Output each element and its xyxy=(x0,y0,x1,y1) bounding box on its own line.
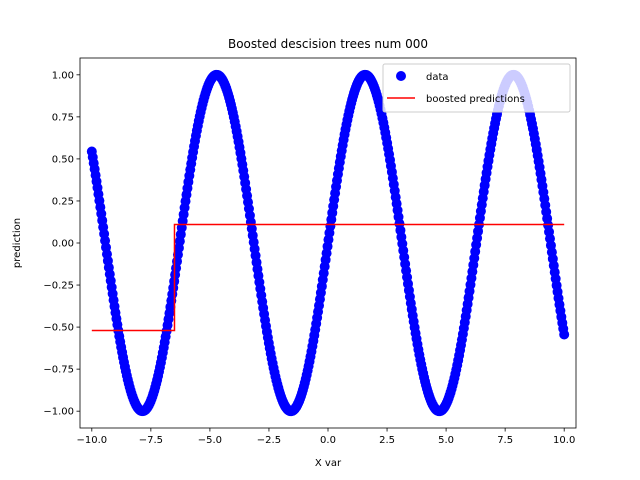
y-tick-label: 0.75 xyxy=(52,112,74,123)
y-tick-label: 0.25 xyxy=(52,196,74,207)
y-tick-label: −0.50 xyxy=(43,323,74,334)
y-axis-ticks: −1.00 −0.75 −0.50 −0.25 0.00 0.25 0.50 0.75 1.00 xyxy=(43,70,80,418)
x-tick-label: 2.5 xyxy=(379,435,395,446)
y-tick-label: 0.50 xyxy=(52,154,74,165)
x-axis-label: X var xyxy=(315,458,342,469)
x-tick-label: 7.5 xyxy=(497,435,513,446)
chart-title: Boosted descision trees num 000 xyxy=(228,37,428,51)
legend-marker-data xyxy=(396,71,406,81)
axes-frame xyxy=(79,57,577,429)
x-tick-label: −7.5 xyxy=(139,435,163,446)
x-tick-label: −10.0 xyxy=(76,435,107,446)
x-tick-label: 0.0 xyxy=(320,435,336,446)
plot-area xyxy=(86,69,570,417)
x-tick-label: −2.5 xyxy=(257,435,281,446)
boosted-predictions-line xyxy=(91,223,565,332)
y-tick-label: −0.25 xyxy=(43,281,74,292)
legend-label-boosted-predictions: boosted predictions xyxy=(426,94,525,105)
legend: data boosted predictions xyxy=(382,63,571,113)
y-tick-label: −0.75 xyxy=(43,365,74,376)
x-axis-ticks: −10.0 −7.5 −5.0 −2.5 0.0 2.5 5.0 7.5 10.0 xyxy=(76,428,575,446)
y-tick-label: 0.00 xyxy=(52,239,74,250)
y-tick-label: 1.00 xyxy=(52,70,74,81)
data-point xyxy=(559,329,570,340)
x-tick-label: 10.0 xyxy=(553,435,575,446)
y-tick-label: −1.00 xyxy=(43,407,74,418)
legend-label-data: data xyxy=(426,72,449,83)
x-tick-label: 5.0 xyxy=(438,435,454,446)
x-tick-label: −5.0 xyxy=(198,435,222,446)
y-axis-label: prediction xyxy=(12,218,23,268)
legend-box xyxy=(382,63,571,113)
